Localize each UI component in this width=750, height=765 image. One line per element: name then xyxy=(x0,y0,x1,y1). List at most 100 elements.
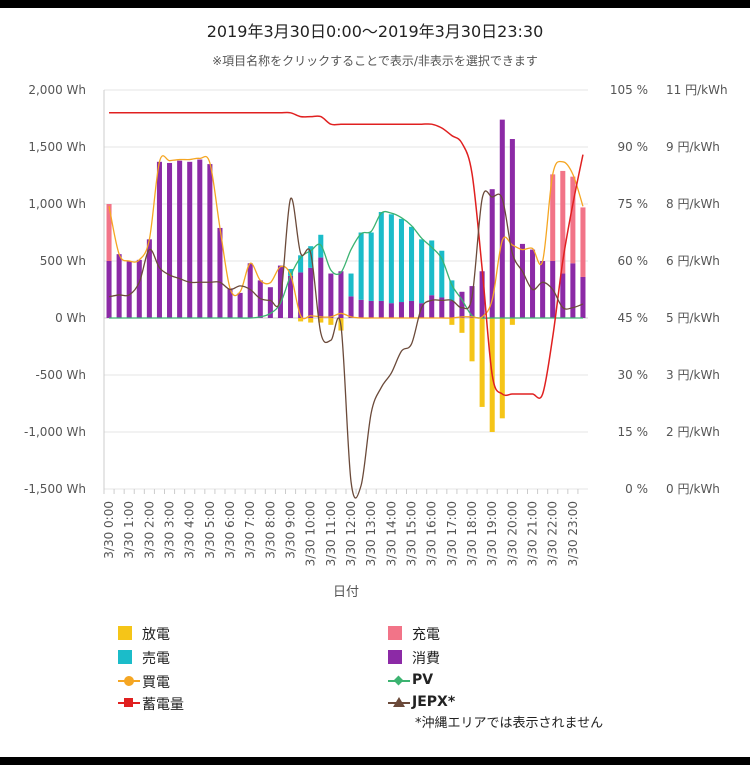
consume-bar xyxy=(156,161,162,318)
charge-bar xyxy=(570,176,576,264)
consume-bar xyxy=(378,300,384,318)
y-left-tick-label: -500 Wh xyxy=(35,368,86,382)
x-tick-label: 3/30 4:00 xyxy=(183,501,197,559)
y-left-tick-label: -1,500 Wh xyxy=(24,482,86,496)
legend-swatch xyxy=(118,626,132,640)
discharge-bar xyxy=(459,318,465,333)
x-tick-label: 3/30 12:00 xyxy=(344,501,358,566)
x-tick-label: 3/30 21:00 xyxy=(526,501,540,566)
consume-bar xyxy=(509,139,515,318)
charge-bar xyxy=(560,170,566,274)
sell-bar xyxy=(429,240,435,296)
x-tick-label: 3/30 3:00 xyxy=(163,501,177,559)
sell-bar xyxy=(388,214,394,304)
y-mid-tick-label: 105 % xyxy=(610,83,648,97)
y-left-tick-label: -1,000 Wh xyxy=(24,425,86,439)
consume-bar xyxy=(439,297,445,318)
storage-line xyxy=(109,111,584,399)
x-tick-label: 3/30 19:00 xyxy=(485,501,499,566)
consume-bar xyxy=(116,254,122,318)
x-tick-label: 3/30 6:00 xyxy=(223,501,237,559)
consume-bar xyxy=(449,300,455,318)
y-left-tick-label: 2,000 Wh xyxy=(28,83,86,97)
consume-bar xyxy=(187,161,193,318)
consume-bar xyxy=(560,273,566,318)
x-tick-label: 3/30 23:00 xyxy=(566,501,580,566)
y-mid-tick-label: 75 % xyxy=(618,197,649,211)
consume-bar xyxy=(398,302,404,318)
x-tick-label: 3/30 11:00 xyxy=(324,501,338,566)
discharge-bar xyxy=(499,318,505,419)
sell-bar xyxy=(358,232,364,300)
y-right-tick-label: 2 円/kWh xyxy=(666,425,720,439)
y-left-tick-label: 1,000 Wh xyxy=(28,197,86,211)
sell-bar xyxy=(449,280,455,301)
y-right-tick-label: 0 円/kWh xyxy=(666,482,720,496)
legend-swatch xyxy=(388,650,402,664)
legend-marker-icon xyxy=(124,698,133,707)
legend-label: PV xyxy=(412,672,434,688)
jepx-line xyxy=(108,190,584,499)
consume-bar xyxy=(570,263,576,318)
legend-label: 買電 xyxy=(142,675,170,691)
x-tick-label: 3/30 17:00 xyxy=(445,501,459,566)
consume-bar xyxy=(540,261,546,318)
consume-bar xyxy=(126,261,132,318)
x-tick-label: 3/30 22:00 xyxy=(546,501,560,566)
sell-bar xyxy=(348,273,354,297)
y-mid-tick-label: 45 % xyxy=(618,311,649,325)
y-mid-tick-label: 30 % xyxy=(618,368,649,382)
consume-bar xyxy=(217,227,223,318)
consume-bar xyxy=(489,189,495,318)
sell-bar xyxy=(288,268,294,276)
y-mid-tick-label: 60 % xyxy=(618,254,649,268)
x-tick-label: 3/30 2:00 xyxy=(142,501,156,559)
legend-marker-icon xyxy=(124,676,134,686)
consume-bar xyxy=(409,300,415,318)
chart-title: 2019年3月30日0:00〜2019年3月30日23:30 xyxy=(206,22,544,41)
y-left-tick-label: 1,500 Wh xyxy=(28,140,86,154)
y-left-tick-label: 0 Wh xyxy=(55,311,86,325)
x-tick-label: 3/30 16:00 xyxy=(425,501,439,566)
buy-line xyxy=(108,155,584,320)
y-mid-tick-label: 15 % xyxy=(618,425,649,439)
consume-bar xyxy=(499,119,505,318)
consume-bar xyxy=(338,271,344,318)
x-tick-label: 3/30 5:00 xyxy=(203,501,217,559)
consume-bar xyxy=(197,159,203,318)
chart-canvas: -1,500 Wh 0 % 0 円/kWh -1,000 Wh 15 % 2 円/kWh -… xyxy=(24,83,728,600)
consume-bar xyxy=(237,292,243,318)
x-tick-label: 3/30 13:00 xyxy=(364,501,378,566)
bottom-bar xyxy=(0,757,750,765)
consume-bar xyxy=(136,259,142,318)
sell-bar xyxy=(398,218,404,303)
charge-bar xyxy=(550,174,556,261)
discharge-bar xyxy=(328,318,334,325)
sell-bar xyxy=(378,211,384,301)
consume-bar xyxy=(530,249,536,318)
pv-line xyxy=(109,210,583,319)
consume-bar xyxy=(388,303,394,318)
consume-bar xyxy=(580,276,586,318)
discharge-bar xyxy=(449,318,455,325)
discharge-bar xyxy=(479,318,485,407)
consume-bar xyxy=(207,164,213,318)
y-right-tick-label: 5 円/kWh xyxy=(666,311,720,325)
consume-bar xyxy=(277,265,283,318)
legend-label: 放電 xyxy=(142,627,170,643)
legend-label: 蓄電量 xyxy=(142,697,184,713)
consume-bar xyxy=(328,273,334,318)
y-right-tick-label: 8 円/kWh xyxy=(666,197,720,211)
consume-bar xyxy=(267,287,273,318)
x-tick-label: 3/30 1:00 xyxy=(122,501,136,559)
jepx-note: *沖縄エリアでは表示されません xyxy=(415,716,604,731)
x-tick-label: 3/30 18:00 xyxy=(465,501,479,566)
consume-bar xyxy=(358,299,364,318)
sell-bar xyxy=(439,250,445,298)
x-tick-label: 3/30 7:00 xyxy=(243,501,257,559)
consume-bar xyxy=(177,160,183,318)
x-tick-label: 3/30 10:00 xyxy=(304,501,318,566)
consume-bar xyxy=(167,162,173,318)
x-tick-label: 3/30 8:00 xyxy=(263,501,277,559)
